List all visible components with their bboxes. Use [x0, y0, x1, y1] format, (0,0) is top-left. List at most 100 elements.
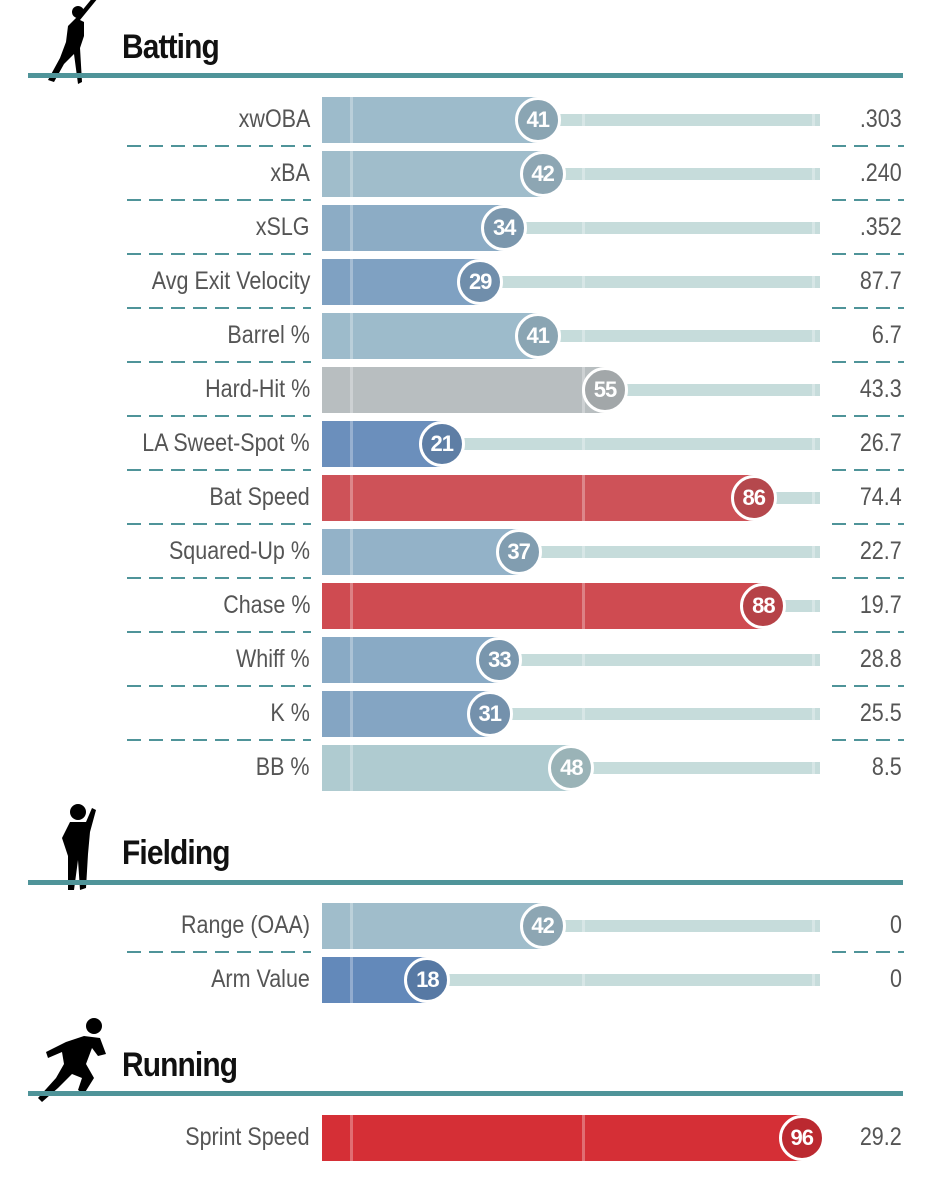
percentile-marker: 96	[778, 1115, 825, 1161]
section-title: Fielding	[122, 834, 231, 872]
percentile-marker: 42	[519, 151, 566, 197]
metric-label: xBA	[270, 159, 310, 187]
percentile-track	[542, 168, 820, 180]
metric-row: Chase % 88 19.7	[0, 583, 942, 629]
gridline	[581, 920, 585, 932]
percentile-marker: 48	[548, 745, 595, 791]
gridline	[350, 903, 353, 949]
metric-label: xwOBA	[238, 105, 310, 133]
gridline	[350, 259, 353, 305]
metric-value: 19.7	[860, 591, 902, 619]
metric-value: 8.5	[872, 753, 902, 781]
metric-label: Squared-Up %	[168, 537, 310, 565]
gridline	[581, 546, 585, 558]
gridline	[811, 276, 815, 288]
percentile-bar	[322, 903, 543, 949]
metric-row: Sprint Speed 96 29.2	[0, 1115, 942, 1161]
metric-label: Avg Exit Velocity	[151, 267, 310, 295]
gridline	[811, 492, 815, 504]
metric-label: Range (OAA)	[180, 911, 310, 939]
row-separator	[832, 523, 904, 525]
gridline	[350, 367, 353, 413]
metric-row: Arm Value 18 0	[0, 957, 942, 1003]
percentile-track	[480, 276, 820, 288]
percentile-marker: 41	[514, 97, 561, 143]
gridline	[350, 475, 353, 521]
percentile-marker: 41	[514, 313, 561, 359]
gridline	[811, 168, 815, 180]
metric-label: Bat Speed	[209, 483, 310, 511]
metric-value: 26.7	[860, 429, 902, 457]
gridline	[811, 546, 815, 558]
row-separator	[127, 361, 311, 363]
section-title: Running	[122, 1046, 238, 1084]
gridline	[811, 920, 815, 932]
metric-row: K % 31 25.5	[0, 691, 942, 737]
metric-row: Hard-Hit % 55 43.3	[0, 367, 942, 413]
gridline	[581, 222, 585, 234]
metric-label: Whiff %	[236, 645, 310, 673]
row-separator	[127, 415, 311, 417]
gridline	[812, 384, 815, 396]
row-separator	[832, 739, 904, 741]
percentile-track	[504, 222, 820, 234]
gridline	[350, 205, 353, 251]
metric-value: .303	[860, 105, 902, 133]
gridline	[350, 313, 353, 359]
gridline	[581, 114, 585, 126]
percentile-bar	[322, 367, 605, 413]
metric-value: 6.7	[872, 321, 902, 349]
percentile-track	[537, 114, 820, 126]
percentile-marker: 37	[495, 529, 542, 575]
gridline	[581, 654, 585, 666]
gridline	[350, 97, 353, 143]
row-separator	[127, 199, 311, 201]
percentile-marker: 42	[519, 903, 566, 949]
row-separator	[832, 685, 904, 687]
percentile-track	[537, 330, 820, 342]
gridline	[581, 438, 585, 450]
metric-row: BB % 48 8.5	[0, 745, 942, 791]
percentile-bar	[322, 691, 490, 737]
metric-value: 74.4	[860, 483, 902, 511]
gridline	[350, 1115, 353, 1161]
metric-label: Barrel %	[227, 321, 310, 349]
gridline	[811, 330, 815, 342]
metric-value: 22.7	[860, 537, 902, 565]
percentile-marker: 31	[466, 691, 513, 737]
gridline	[811, 600, 815, 612]
metric-label: LA Sweet-Spot %	[142, 429, 310, 457]
metric-value: 28.8	[860, 645, 902, 673]
percentile-track	[571, 762, 820, 774]
percentile-marker: 18	[404, 957, 451, 1003]
percentile-track	[518, 546, 820, 558]
section-title: Batting	[122, 28, 220, 66]
row-separator	[127, 469, 311, 471]
percentile-bar	[322, 313, 538, 359]
percentile-marker: 29	[457, 259, 504, 305]
metric-value: 0	[890, 965, 902, 993]
row-separator	[832, 631, 904, 633]
percentile-bar	[322, 745, 572, 791]
row-separator	[832, 415, 904, 417]
row-separator	[832, 469, 904, 471]
batter-silhouette-icon	[42, 0, 112, 91]
percentile-bar	[322, 259, 481, 305]
metric-row: xBA 42 .240	[0, 151, 942, 197]
gridline	[811, 222, 815, 234]
gridline	[811, 708, 815, 720]
metric-row: LA Sweet-Spot % 21 26.7	[0, 421, 942, 467]
gridline	[811, 654, 815, 666]
percentile-marker: 86	[730, 475, 777, 521]
gridline	[582, 475, 585, 521]
metric-label: Sprint Speed	[185, 1123, 310, 1151]
percentile-track	[427, 974, 820, 986]
percentile-bar	[322, 97, 538, 143]
percentile-bar	[322, 637, 500, 683]
runner-silhouette-icon	[34, 1018, 114, 1113]
row-separator	[832, 577, 904, 579]
percentile-marker: 55	[582, 367, 628, 413]
percentile-track	[605, 384, 820, 396]
gridline	[350, 745, 353, 791]
percentile-bar	[322, 529, 519, 575]
